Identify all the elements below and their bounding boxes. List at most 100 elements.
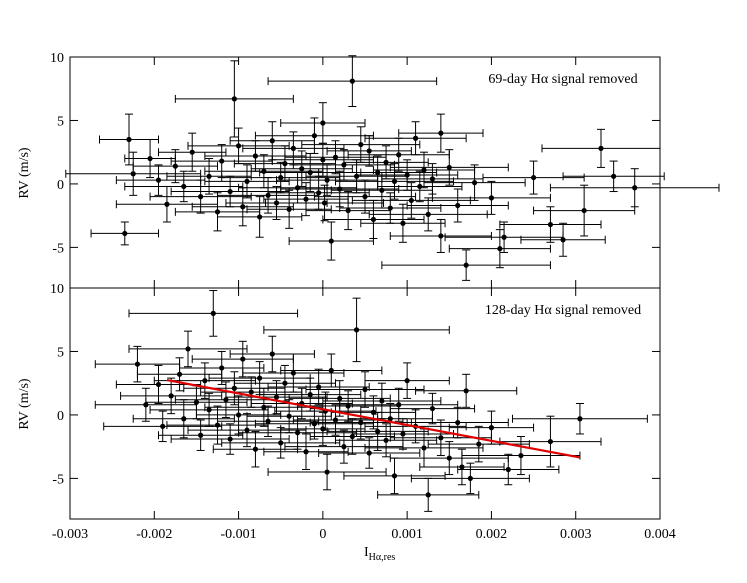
data-marker: [408, 197, 414, 204]
data-marker: [429, 405, 436, 412]
data-marker: [257, 214, 263, 220]
data-marker: [240, 356, 246, 362]
panel-top: 10 5 0 -5 69-day Hα signal removed RV (m/s): [17, 51, 720, 289]
data-marker: [459, 464, 465, 470]
data-point: [389, 149, 509, 186]
data-marker: [328, 367, 334, 374]
data-point: [132, 149, 218, 184]
data-marker: [172, 163, 178, 169]
data-marker: [206, 407, 212, 413]
data-marker: [227, 188, 233, 195]
data-marker: [396, 402, 402, 408]
data-point: [377, 170, 463, 203]
x-tick-label: 0.003: [560, 527, 592, 542]
data-marker: [362, 386, 368, 393]
data-point: [288, 221, 374, 261]
x-tick-label: -0.002: [136, 527, 172, 542]
data-marker: [353, 327, 360, 333]
y-axis-label-top: RV (m/s): [17, 147, 32, 198]
data-point: [322, 382, 442, 420]
data-marker: [598, 145, 604, 151]
data-marker: [316, 190, 322, 196]
data-point: [335, 423, 438, 458]
data-marker: [337, 395, 343, 402]
x-axis-label-subscript: Hα,res: [369, 552, 396, 563]
data-marker: [349, 78, 355, 84]
data-marker: [404, 172, 410, 178]
data-marker: [248, 389, 254, 395]
data-marker: [240, 204, 246, 210]
data-marker: [227, 436, 233, 442]
data-marker: [438, 233, 444, 239]
data-marker: [421, 445, 427, 451]
data-marker: [307, 169, 313, 176]
x-tick-label: -0.003: [52, 527, 88, 542]
data-marker: [286, 206, 292, 212]
data-marker: [265, 418, 271, 424]
x-tick-label: -0.001: [220, 527, 256, 542]
data-marker: [463, 388, 469, 394]
data-marker: [214, 209, 221, 215]
data-marker: [391, 178, 398, 184]
data-marker: [134, 361, 141, 367]
data-marker: [358, 419, 364, 426]
y-tick-label: 10: [50, 282, 64, 297]
data-point: [265, 184, 385, 222]
data-point: [351, 182, 471, 219]
data-point: [174, 60, 294, 138]
data-marker: [282, 161, 288, 167]
data-marker: [290, 370, 296, 376]
data-point: [179, 350, 265, 385]
data-point: [136, 357, 223, 392]
data-point: [149, 392, 269, 427]
data-point: [410, 462, 530, 495]
data-point: [217, 405, 320, 437]
data-marker: [425, 492, 431, 498]
data-marker: [429, 176, 436, 182]
data-marker: [379, 187, 385, 193]
data-point: [318, 437, 421, 469]
data-marker: [130, 171, 136, 177]
data-marker: [425, 211, 431, 217]
data-marker: [501, 234, 507, 240]
data-marker: [375, 169, 381, 176]
data-marker: [257, 375, 263, 381]
data-point: [423, 164, 526, 201]
annotation-top: 69-day Hα signal removed: [488, 72, 637, 87]
data-marker: [345, 403, 351, 409]
data-marker: [155, 177, 162, 183]
data-marker: [122, 230, 128, 237]
fit-line-group: [166, 378, 581, 459]
data-marker: [400, 431, 406, 437]
data-marker: [278, 440, 284, 446]
data-point: [238, 415, 358, 450]
data-marker: [577, 416, 583, 422]
y-axis-label-bottom: RV (m/s): [17, 378, 32, 429]
data-marker: [307, 392, 313, 398]
data-marker: [505, 466, 511, 473]
data-marker: [282, 380, 288, 386]
data-marker: [328, 238, 334, 244]
data-point: [364, 362, 450, 399]
data-point: [512, 403, 648, 435]
data-marker: [375, 428, 381, 435]
data-point: [225, 380, 328, 415]
data-marker: [176, 371, 183, 377]
data-point: [431, 180, 551, 215]
data-points-top: [65, 55, 720, 281]
data-marker: [206, 173, 212, 179]
data-point: [229, 335, 315, 373]
data-marker: [181, 416, 187, 422]
data-point: [364, 121, 467, 156]
y-tick-label: -5: [52, 241, 64, 256]
data-marker: [391, 473, 398, 479]
data-marker: [581, 207, 587, 214]
data-marker: [244, 178, 250, 184]
data-point: [381, 249, 551, 281]
data-marker: [269, 138, 275, 144]
data-marker: [155, 381, 162, 388]
data-marker: [438, 130, 444, 136]
data-point: [267, 368, 370, 406]
